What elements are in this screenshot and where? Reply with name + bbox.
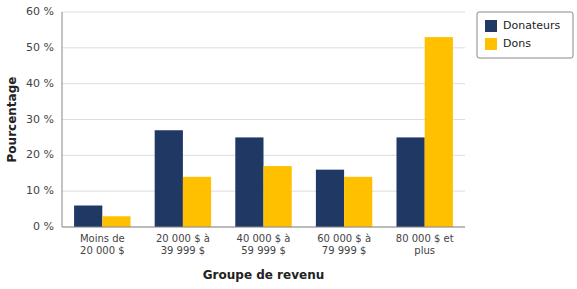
y-tick-label: 0 % [33, 220, 54, 233]
bar [183, 177, 211, 227]
x-axis-line [62, 227, 465, 228]
legend-label: Donateurs [503, 19, 560, 32]
y-tick-label: 60 % [26, 5, 54, 18]
chart-container: 0 % 10 % 20 % 30 % 40 % 50 % 60 % Moins de20 00… [0, 0, 577, 289]
bar [316, 170, 344, 227]
legend-frame [477, 12, 573, 58]
x-axis-title: Groupe de revenu [203, 268, 324, 282]
y-tick-label: 30 % [26, 113, 54, 126]
grid-line [62, 47, 465, 48]
grid-line [62, 12, 465, 13]
x-tick-label: Moins de20 000 $ [80, 233, 125, 256]
legend-swatch [485, 38, 497, 50]
bar [102, 216, 130, 227]
bars [74, 37, 453, 227]
x-tick-label: 20 000 $ à39 999 $ [156, 233, 210, 256]
grid-line [62, 83, 465, 84]
bar [155, 130, 183, 227]
legend-label: Dons [503, 37, 531, 50]
grid-line [62, 227, 465, 228]
bar [74, 206, 102, 228]
x-tick-label: 80 000 $ etplus [396, 233, 454, 256]
y-tick-label: 50 % [26, 41, 54, 54]
x-tick-label: 60 000 $ à79 999 $ [317, 233, 371, 256]
bar [344, 177, 372, 227]
bar [425, 37, 453, 227]
plot-area [62, 12, 465, 227]
bar [264, 166, 292, 227]
y-axis-line [62, 12, 63, 227]
y-tick-label: 40 % [26, 77, 54, 90]
grid-line [62, 119, 465, 120]
y-tick-label: 20 % [26, 148, 54, 161]
bar [396, 137, 424, 227]
y-axis-title: Pourcentage [5, 77, 19, 163]
legend-swatch [485, 20, 497, 32]
chart: 0 % 10 % 20 % 30 % 40 % 50 % 60 % Moins de20 00… [0, 0, 577, 289]
y-tick-label: 10 % [26, 184, 54, 197]
legend: Donateurs Dons [477, 12, 573, 58]
x-tick-label: 40 000 $ à59 999 $ [237, 233, 291, 256]
bar [235, 137, 263, 227]
